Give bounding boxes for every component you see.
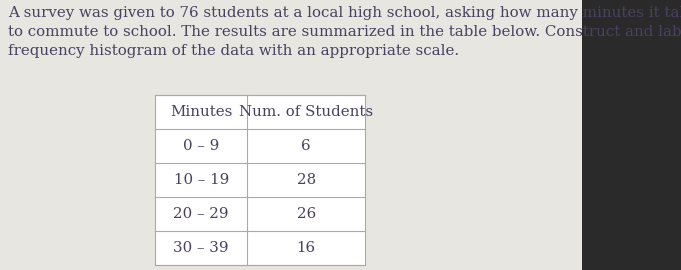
Text: 26: 26	[296, 207, 316, 221]
Bar	[155, 95, 365, 265]
Bar	[155, 95, 365, 265]
Text: 10 – 19: 10 – 19	[174, 173, 229, 187]
Text: 28: 28	[296, 173, 316, 187]
Text: Minutes: Minutes	[170, 105, 232, 119]
Text: 16: 16	[297, 241, 316, 255]
Text: 0 – 9: 0 – 9	[183, 139, 219, 153]
Text: 6: 6	[302, 139, 311, 153]
Text: 20 – 29: 20 – 29	[174, 207, 229, 221]
Text: 30 – 39: 30 – 39	[174, 241, 229, 255]
Bar	[0, 0, 582, 270]
Text: Num. of Students: Num. of Students	[239, 105, 373, 119]
Text: A survey was given to 76 students at a local high school, asking how many minute: A survey was given to 76 students at a l…	[8, 6, 681, 58]
